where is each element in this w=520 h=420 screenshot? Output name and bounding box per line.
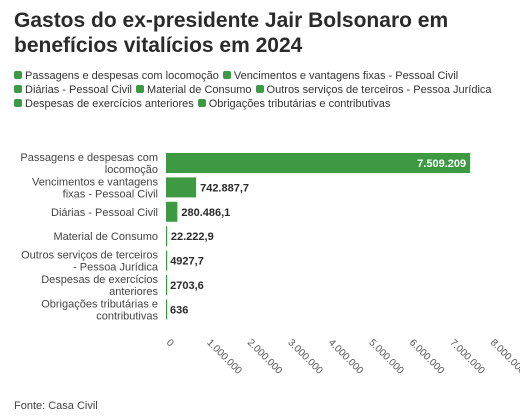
chart-title: Gastos do ex-presidente Jair Bolsonaro e…	[14, 9, 449, 57]
bar	[166, 250, 168, 271]
legend-item: Passagens e despesas com locomoção	[14, 69, 219, 83]
bar	[166, 201, 178, 222]
x-tick-label: 6.000.000	[407, 337, 447, 377]
x-tick-label: 3.000.000	[285, 337, 325, 377]
legend-label: Passagens e despesas com locomoção	[25, 70, 219, 82]
value-label: 22.222,9	[171, 231, 214, 243]
legend-swatch	[14, 99, 22, 107]
legend-label: Vencimentos e vantagens fixas - Pessoal …	[233, 70, 459, 82]
legend-swatch	[222, 71, 231, 79]
value-label: 280.486,1	[181, 207, 230, 219]
legend-item: Diárias - Pessoal Civil	[14, 83, 132, 97]
legend-item: Despesas de exercícios anteriores	[14, 97, 194, 111]
legend-item: Outros serviços de terceiros - Pessoa Ju…	[255, 83, 492, 97]
bar	[166, 275, 168, 295]
x-tick-label: 2.000.000	[245, 337, 285, 377]
source-note: Fonte: Casa Civil	[14, 400, 98, 412]
legend: Passagens e despesas com locomoção Vencim…	[14, 69, 506, 111]
legend-item: Vencimentos e vantagens fixas - Pessoal …	[222, 69, 459, 83]
legend-label: Obrigações tributárias e contributivas	[208, 98, 391, 110]
x-tick-label: 8.000.000	[488, 337, 520, 377]
bar	[166, 177, 197, 198]
category-label: Passagens e despesas com locomoção	[20, 152, 158, 176]
value-label: 2703,6	[170, 280, 204, 292]
legend-item: Obrigações tributárias e contributivas	[197, 97, 391, 111]
x-tick-label: 0	[164, 337, 176, 349]
x-tick-label: 7.000.000	[447, 337, 487, 377]
value-label: 636	[170, 304, 188, 316]
value-label: 742.887,7	[200, 182, 249, 194]
bar	[166, 153, 471, 173]
category-label: Obrigações tributárias e contributivas	[41, 298, 158, 322]
bar	[166, 299, 168, 320]
x-tick-label: 5.000.000	[366, 337, 406, 377]
value-label: 7.509.209	[417, 158, 466, 170]
value-label: 4927,7	[170, 256, 204, 268]
category-label: Outros serviços de terceiros - Pessoa Jur…	[21, 250, 159, 274]
category-label: Despesas de exercícios anteriores	[41, 274, 158, 298]
category-label: Vencimentos e vantagens fixas - Pessoal C…	[32, 176, 158, 200]
legend-swatch	[14, 85, 22, 93]
legend-swatch	[255, 85, 264, 93]
legend-swatch	[197, 99, 206, 107]
legend-label: Diárias - Pessoal Civil	[25, 84, 132, 96]
category-label: Diárias - Pessoal Civil	[51, 207, 158, 219]
bar	[166, 226, 168, 247]
legend-label: Despesas de exercícios anteriores	[25, 98, 194, 110]
legend-swatch	[135, 85, 144, 93]
x-tick-label: 1.000.000	[204, 337, 244, 377]
x-tick-label: 4.000.000	[326, 337, 366, 377]
category-label: Material de Consumo	[53, 231, 158, 243]
legend-item: Material de Consumo	[135, 83, 252, 97]
legend-label: Material de Consumo	[146, 84, 252, 96]
legend-swatch	[14, 71, 22, 79]
legend-label: Outros serviços de terceiros - Pessoa Ju…	[266, 84, 492, 96]
